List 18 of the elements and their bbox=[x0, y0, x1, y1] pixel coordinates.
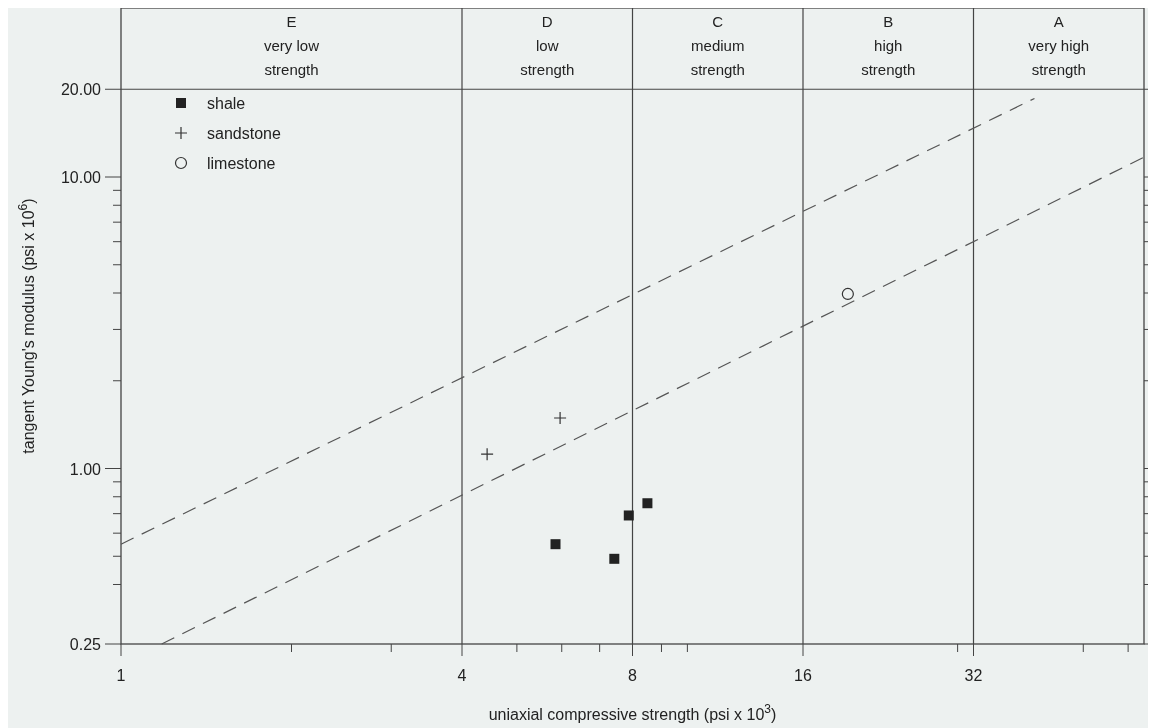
annotation: C medium strength bbox=[690, 13, 745, 78]
x-axis-title: uniaxial compressive strength (psi x 10$^{3}$) bbox=[488, 702, 777, 723]
x-tick-label: 4 bbox=[457, 667, 467, 684]
x-tick-label: 16 bbox=[794, 667, 812, 684]
x-tick-label: 8 bbox=[628, 667, 638, 684]
y-tick-label: 10.00 bbox=[60, 169, 102, 186]
legend-label: limestone bbox=[207, 155, 276, 172]
legend-label: shale bbox=[207, 95, 246, 112]
annotation: B high strength bbox=[861, 13, 916, 78]
x-tick-label: 1 bbox=[116, 667, 126, 684]
y-tick-label: 1.00 bbox=[69, 460, 102, 478]
legend-label: sandstone bbox=[207, 125, 281, 142]
y-tick-label: 0.25 bbox=[69, 636, 102, 653]
annotation: D low strength bbox=[520, 13, 575, 78]
x-tick-label: 32 bbox=[964, 667, 983, 684]
annotation: A very high strength bbox=[1028, 13, 1090, 78]
annotation: E very low strength bbox=[263, 13, 320, 78]
y-tick-label: 20.00 bbox=[60, 81, 102, 99]
